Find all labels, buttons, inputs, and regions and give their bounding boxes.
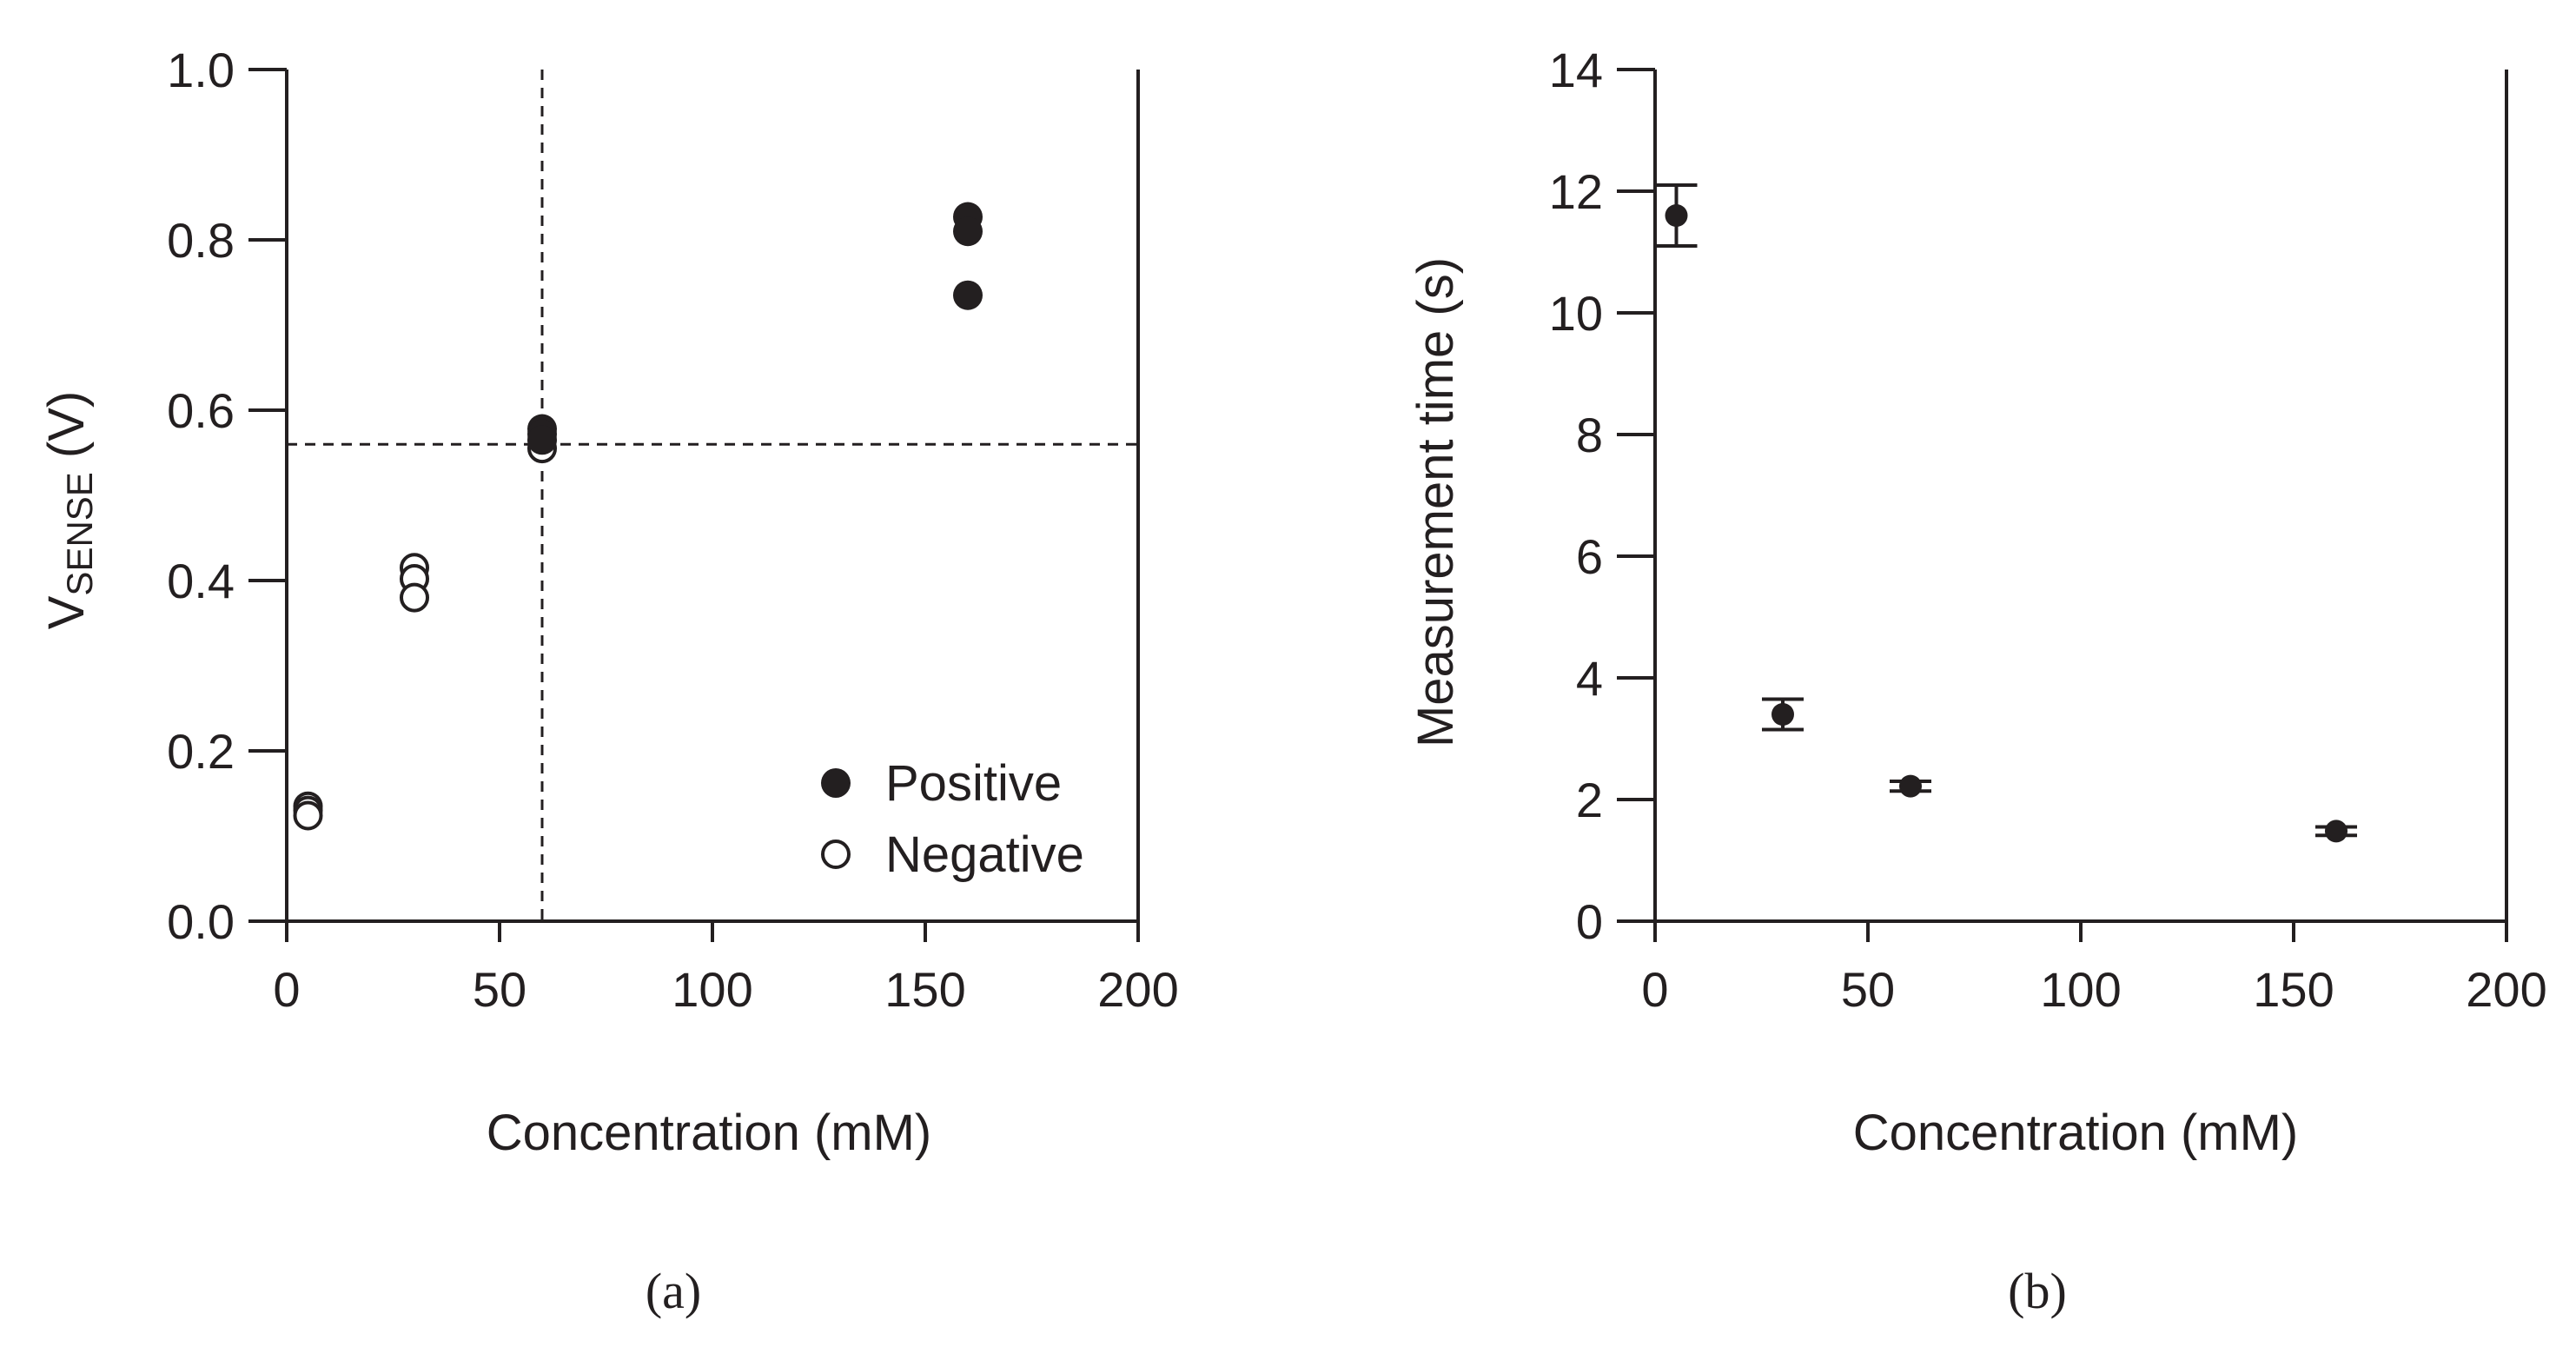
y-tick-label-0.4: 0.4 xyxy=(167,554,235,608)
chart-panel-a: 0 50 100 150 200 0.0 0.2 0.4 0.6 0.8 1.0 Concentr… xyxy=(38,43,1179,1319)
x-axis-ticks: 0 50 100 150 200 xyxy=(1641,921,2547,1017)
y-tick-label-0.2: 0.2 xyxy=(167,724,235,779)
y-tick-label-8: 8 xyxy=(1576,408,1603,462)
x-tick-label-200: 200 xyxy=(2466,962,2546,1017)
reference-lines xyxy=(287,70,1138,921)
chart-panel-b: 0 50 100 150 200 0 2 4 6 8 10 12 14 Concentration (… xyxy=(1407,43,2547,1319)
data-point xyxy=(1899,774,1922,798)
legend: Positive Negative xyxy=(821,755,1084,883)
x-tick-label-100: 100 xyxy=(672,962,752,1017)
panel-label-b: (b) xyxy=(2008,1263,2067,1319)
y-axis-ticks: 0.0 0.2 0.4 0.6 0.8 1.0 xyxy=(167,43,287,949)
legend-marker-negative xyxy=(821,840,851,869)
x-tick-label-200: 200 xyxy=(1097,962,1178,1017)
legend-label-negative: Negative xyxy=(885,826,1084,883)
data-point-positive xyxy=(953,280,983,310)
y-axis-ticks: 0 2 4 6 8 10 12 14 xyxy=(1549,43,1655,949)
x-tick-label-0: 0 xyxy=(273,962,300,1017)
y-axis-label: VSENSE (V) xyxy=(38,391,100,630)
data-point xyxy=(1665,204,1688,227)
data-point-negative xyxy=(400,582,429,613)
data-points xyxy=(293,202,983,831)
x-tick-label-150: 150 xyxy=(884,962,965,1017)
y-tick-label-4: 4 xyxy=(1576,651,1603,706)
data-point-positive xyxy=(527,425,557,455)
y-tick-label-0.6: 0.6 xyxy=(167,383,235,438)
x-tick-label-100: 100 xyxy=(2040,962,2121,1017)
x-axis-label: Concentration (mM) xyxy=(1853,1105,2298,1161)
y-axis-label: Measurement time (s) xyxy=(1407,257,1464,747)
y-tick-label-14: 14 xyxy=(1549,43,1603,97)
legend-marker-positive xyxy=(821,768,851,798)
y-tick-label-10: 10 xyxy=(1549,286,1603,341)
y-tick-label-0: 0 xyxy=(1576,894,1603,949)
x-tick-label-0: 0 xyxy=(1641,962,1668,1017)
data-point xyxy=(2325,820,2348,843)
y-tick-label-1.0: 1.0 xyxy=(167,43,235,97)
data-point-negative xyxy=(293,800,323,831)
panel-label-a: (a) xyxy=(646,1263,701,1319)
x-axis-ticks: 0 50 100 150 200 xyxy=(273,921,1179,1017)
x-tick-label-150: 150 xyxy=(2253,962,2334,1017)
legend-label-positive: Positive xyxy=(885,755,1062,812)
axes-frame xyxy=(1653,70,2508,923)
y-tick-label-0.8: 0.8 xyxy=(167,213,235,268)
y-axis-label-subscript: SENSE xyxy=(59,472,100,595)
y-tick-label-6: 6 xyxy=(1576,529,1603,584)
x-tick-label-50: 50 xyxy=(1841,962,1895,1017)
x-tick-label-50: 50 xyxy=(473,962,526,1017)
x-axis-label: Concentration (mM) xyxy=(487,1105,931,1161)
data-points xyxy=(1655,183,2357,843)
y-tick-label-12: 12 xyxy=(1549,164,1603,219)
data-point xyxy=(1771,703,1794,726)
y-tick-label-2: 2 xyxy=(1576,773,1603,827)
y-axis-label-main: V xyxy=(38,595,95,629)
y-axis-label-unit: (V) xyxy=(38,391,95,472)
y-tick-label-0.0: 0.0 xyxy=(167,894,235,949)
data-point-positive xyxy=(953,216,983,247)
